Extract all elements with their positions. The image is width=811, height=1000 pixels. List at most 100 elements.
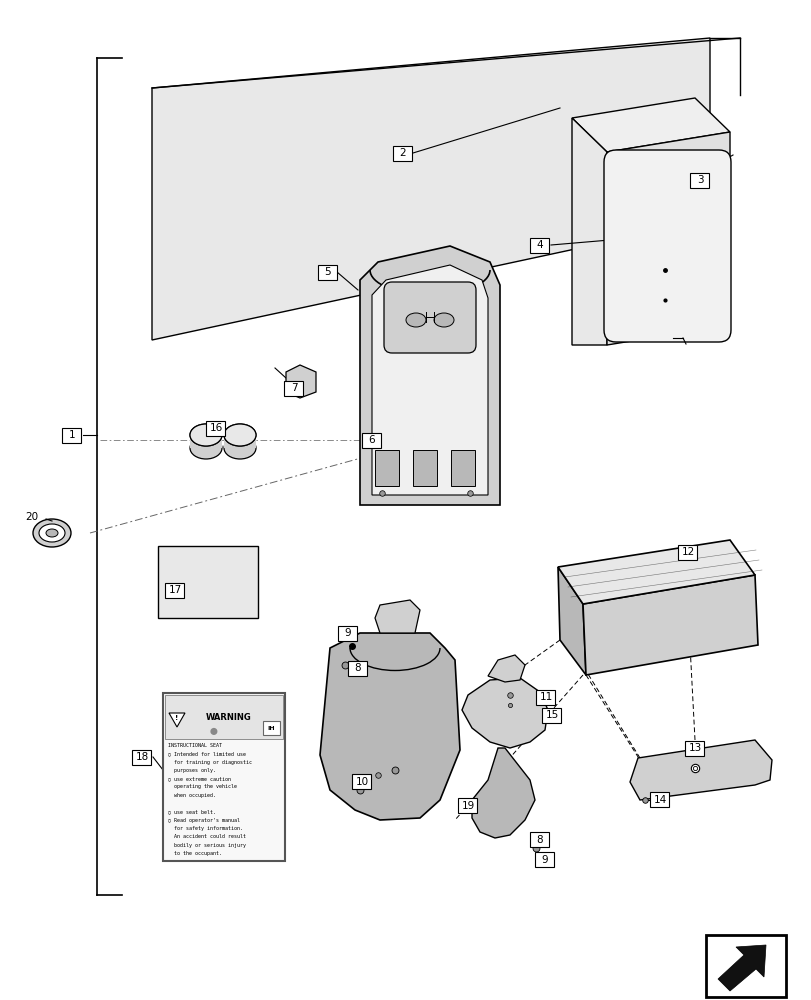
Polygon shape — [487, 655, 525, 682]
Ellipse shape — [406, 313, 426, 327]
Text: ○ use extreme caution: ○ use extreme caution — [168, 776, 230, 781]
Text: 20: 20 — [25, 512, 38, 522]
Ellipse shape — [224, 424, 255, 446]
Polygon shape — [557, 567, 586, 675]
FancyBboxPatch shape — [132, 750, 152, 764]
FancyBboxPatch shape — [384, 282, 475, 353]
Text: to the occupant.: to the occupant. — [168, 851, 221, 856]
Text: 7: 7 — [290, 383, 297, 393]
Ellipse shape — [433, 313, 453, 327]
Bar — [450, 450, 474, 486]
FancyBboxPatch shape — [62, 428, 81, 442]
Polygon shape — [152, 38, 709, 340]
Bar — [705, 935, 785, 997]
Text: ○ Intended for limited use: ○ Intended for limited use — [168, 751, 246, 756]
Text: IH: IH — [267, 726, 274, 730]
Text: for safety information.: for safety information. — [168, 826, 242, 831]
Text: 15: 15 — [545, 710, 558, 720]
Polygon shape — [285, 365, 315, 398]
Text: purposes only.: purposes only. — [168, 768, 216, 773]
Text: 12: 12 — [680, 547, 693, 557]
Ellipse shape — [224, 437, 255, 459]
FancyBboxPatch shape — [362, 432, 381, 448]
Text: 19: 19 — [461, 801, 474, 811]
FancyBboxPatch shape — [318, 264, 337, 279]
Bar — [413, 450, 436, 486]
Ellipse shape — [190, 424, 221, 446]
FancyBboxPatch shape — [542, 708, 561, 722]
FancyBboxPatch shape — [348, 660, 367, 676]
Polygon shape — [320, 633, 460, 820]
Text: 10: 10 — [355, 777, 368, 787]
Text: ⬤: ⬤ — [210, 727, 217, 735]
FancyBboxPatch shape — [689, 173, 709, 188]
Text: WARNING: WARNING — [206, 712, 251, 722]
Text: INSTRUCTIONAL SEAT: INSTRUCTIONAL SEAT — [168, 743, 221, 748]
Text: 16: 16 — [209, 423, 222, 433]
Polygon shape — [371, 265, 487, 495]
Text: 13: 13 — [688, 743, 701, 753]
Text: 8: 8 — [536, 835, 543, 845]
Ellipse shape — [46, 529, 58, 537]
FancyBboxPatch shape — [603, 150, 730, 342]
Ellipse shape — [39, 524, 65, 542]
FancyBboxPatch shape — [536, 690, 555, 704]
Text: ○ use seat belt.: ○ use seat belt. — [168, 809, 216, 814]
Text: 2: 2 — [399, 148, 406, 158]
Text: 17: 17 — [168, 585, 182, 595]
Polygon shape — [557, 540, 754, 604]
FancyBboxPatch shape — [458, 798, 477, 813]
Polygon shape — [571, 118, 607, 345]
Polygon shape — [375, 600, 419, 633]
Polygon shape — [169, 713, 185, 727]
Bar — [163, 693, 285, 861]
Text: 18: 18 — [135, 752, 148, 762]
Polygon shape — [717, 945, 765, 991]
Polygon shape — [571, 98, 729, 152]
FancyBboxPatch shape — [165, 582, 184, 597]
FancyBboxPatch shape — [206, 420, 225, 436]
Ellipse shape — [190, 437, 221, 459]
Text: 8: 8 — [354, 663, 361, 673]
Text: 4: 4 — [536, 240, 543, 250]
Polygon shape — [461, 678, 547, 748]
FancyBboxPatch shape — [352, 774, 371, 789]
Text: 5: 5 — [324, 267, 331, 277]
Bar — [165, 695, 283, 739]
Ellipse shape — [224, 424, 255, 446]
FancyBboxPatch shape — [284, 380, 303, 395]
Text: !: ! — [175, 715, 178, 721]
FancyBboxPatch shape — [338, 626, 357, 641]
Ellipse shape — [190, 424, 221, 446]
Text: ○ Read operator's manual: ○ Read operator's manual — [168, 818, 240, 823]
Polygon shape — [471, 748, 534, 838]
Ellipse shape — [33, 519, 71, 547]
FancyBboxPatch shape — [530, 237, 549, 252]
FancyBboxPatch shape — [530, 832, 549, 847]
Bar — [224, 435, 255, 448]
FancyBboxPatch shape — [393, 146, 412, 161]
Bar — [190, 435, 221, 448]
Text: 3: 3 — [696, 175, 702, 185]
Text: An accident could result: An accident could result — [168, 834, 246, 839]
Polygon shape — [359, 246, 500, 505]
Text: for training or diagnostic: for training or diagnostic — [168, 760, 251, 765]
Polygon shape — [582, 575, 757, 675]
FancyBboxPatch shape — [684, 740, 704, 756]
Text: 9: 9 — [541, 855, 547, 865]
Text: 6: 6 — [368, 435, 375, 445]
FancyBboxPatch shape — [650, 792, 669, 807]
Bar — [375, 450, 398, 486]
Text: 14: 14 — [653, 795, 666, 805]
Text: bodily or serious injury: bodily or serious injury — [168, 843, 246, 848]
Text: 9: 9 — [344, 628, 351, 638]
Text: when occupied.: when occupied. — [168, 793, 216, 798]
FancyBboxPatch shape — [678, 544, 697, 560]
Text: 1: 1 — [69, 430, 75, 440]
Text: operating the vehicle: operating the vehicle — [168, 784, 237, 789]
Polygon shape — [607, 132, 729, 345]
Polygon shape — [629, 740, 771, 800]
Bar — [158, 546, 258, 618]
Text: 11: 11 — [539, 692, 552, 702]
FancyBboxPatch shape — [534, 852, 554, 867]
